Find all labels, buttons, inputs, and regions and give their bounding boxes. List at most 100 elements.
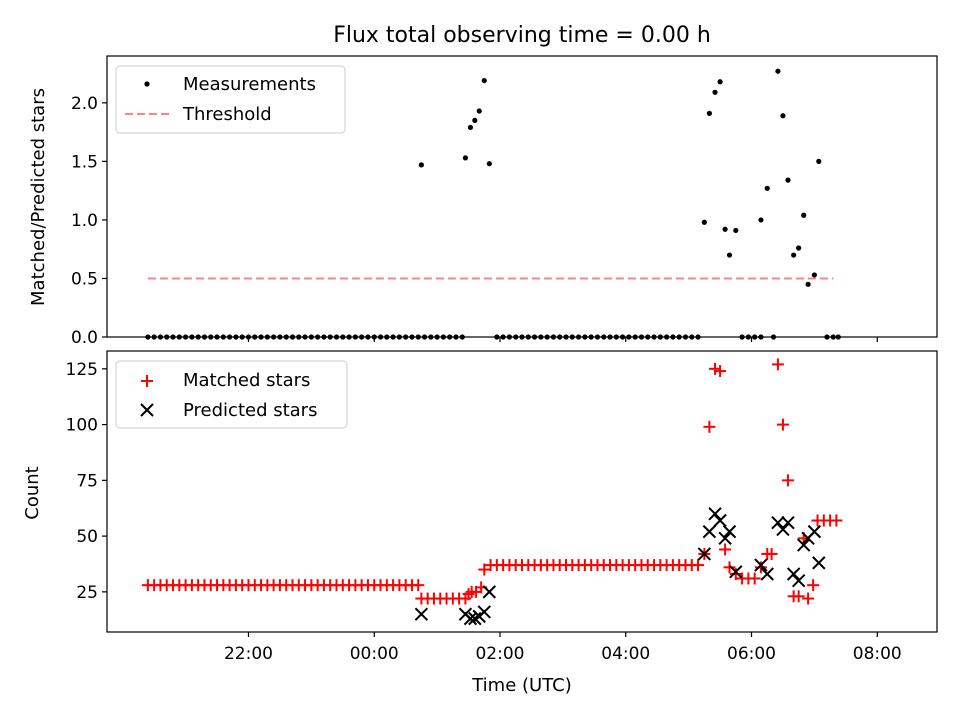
matched-star-point <box>792 590 805 603</box>
predicted-legend-marker <box>140 403 154 417</box>
measurement-point <box>758 217 764 223</box>
predicted-star-point <box>812 556 826 570</box>
predicted-star-point <box>754 558 768 572</box>
predicted-star-point <box>796 538 811 552</box>
predicted-legend-label: Predicted stars <box>183 400 317 421</box>
measurement-point <box>780 113 786 119</box>
matched-star-point <box>692 559 705 572</box>
ratio-legend: Measurements Threshold <box>115 65 346 134</box>
matched-star-point <box>478 563 491 576</box>
matched-star-point <box>723 561 736 574</box>
predicted-star-point <box>776 522 790 537</box>
x-tick-label: 00:00 <box>350 644 399 664</box>
predicted-star-point <box>718 531 732 546</box>
matched-star-point <box>729 568 742 581</box>
matched-star-point <box>771 358 784 371</box>
measurement-point <box>467 124 474 131</box>
measurement-point <box>717 79 723 85</box>
x-tick-label: 22:00 <box>224 644 273 664</box>
ratio-x-ticks <box>247 337 878 342</box>
measurement-point <box>775 68 781 74</box>
count-legend-box <box>115 360 348 429</box>
matched-star-point <box>754 561 767 574</box>
predicted-star-point <box>722 524 737 539</box>
measurement-point <box>796 245 802 251</box>
measurement-point <box>801 212 807 218</box>
ratio-legend-box <box>115 65 346 134</box>
threshold-legend-label: Threshold <box>182 104 272 125</box>
predicted-star-point <box>729 565 743 579</box>
y-tick-label: 2.0 <box>71 94 98 114</box>
matched-star-point <box>714 365 727 378</box>
matched-star-point <box>830 514 843 527</box>
measurement-point <box>418 162 424 168</box>
count-y-ticks: 25 50 75 100 125 <box>66 360 107 603</box>
y-tick-label: 0.0 <box>71 328 98 348</box>
ratio-panel: 0.00.51.01.52.0 Matched/Predicted stars … <box>28 55 938 348</box>
y-tick-label: 50 <box>76 527 98 547</box>
matched-star-point <box>776 418 789 431</box>
predicted-star-point <box>791 573 806 588</box>
measurement-point <box>722 226 728 232</box>
measurement-point <box>476 108 482 114</box>
predicted-star-point <box>771 516 785 530</box>
measurement-point <box>785 177 791 183</box>
y-tick-label: 75 <box>76 471 98 491</box>
x-tick-label: 06:00 <box>727 644 776 664</box>
measurement-point <box>486 161 492 167</box>
measurements-legend-label: Measurements <box>183 74 316 95</box>
predicted-star-point <box>807 524 822 539</box>
matched-star-point <box>703 420 716 433</box>
predicted-star-point <box>786 567 801 581</box>
predicted-star-point <box>781 516 795 530</box>
ratio-y-axis-label: Matched/Predicted stars <box>28 88 49 306</box>
predicted-star-point <box>713 513 727 528</box>
matched-star-point <box>748 572 761 585</box>
matched-star-point <box>781 474 794 487</box>
matched-legend-label: Matched stars <box>183 370 310 391</box>
matched-legend-marker <box>141 375 153 387</box>
predicted-star-point <box>760 567 774 581</box>
y-tick-label: 25 <box>76 583 98 603</box>
measurement-point <box>712 89 718 95</box>
measurement-point <box>726 252 733 258</box>
ratio-y-ticks: 0.0 0.5 1.0 1.5 2.0 <box>71 94 107 348</box>
y-tick-label: 1.0 <box>71 211 98 231</box>
count-plot-area <box>141 358 843 626</box>
predicted-star-point <box>477 605 491 619</box>
x-tick-label: 02:00 <box>475 644 524 664</box>
y-tick-label: 100 <box>66 416 98 436</box>
measurement-point <box>701 219 707 225</box>
count-x-ticks: 22:00 00:00 02:00 04:00 06:00 08:00 <box>224 632 902 664</box>
measurement-point <box>791 252 797 258</box>
count-legend: Matched stars Predicted stars <box>115 360 348 429</box>
measurements-legend-marker <box>144 81 150 87</box>
predicted-star-point <box>697 547 712 561</box>
measurement-point <box>764 185 770 191</box>
matched-star-point <box>719 543 732 556</box>
measurement-point <box>472 117 478 123</box>
measurement-point <box>462 155 469 161</box>
x-axis-label: Time (UTC) <box>471 675 572 696</box>
matched-star-point <box>709 362 722 375</box>
chart-title: Flux total observing time = 0.00 h <box>333 23 711 48</box>
count-axes-frame <box>106 350 938 633</box>
measurement-point <box>811 272 817 278</box>
ratio-axes-frame <box>106 55 938 338</box>
y-tick-label: 125 <box>66 360 98 380</box>
count-y-axis-label: Count <box>22 466 43 519</box>
matched-star-point <box>807 579 820 592</box>
x-tick-label: 08:00 <box>853 644 902 664</box>
count-panel: 25 50 75 100 125 22:00 00:00 02:00 04:00 06:00 08… <box>22 350 938 696</box>
measurement-point <box>481 77 487 84</box>
y-tick-label: 0.5 <box>71 269 98 289</box>
predicted-star-point <box>702 524 717 539</box>
predicted-star-point <box>414 607 429 621</box>
matched-star-point <box>802 592 815 605</box>
predicted-star-point <box>708 507 722 521</box>
matched-star-point <box>765 547 778 560</box>
x-tick-label: 04:00 <box>601 644 650 664</box>
measurement-point <box>733 227 739 234</box>
measurement-point <box>805 281 811 287</box>
